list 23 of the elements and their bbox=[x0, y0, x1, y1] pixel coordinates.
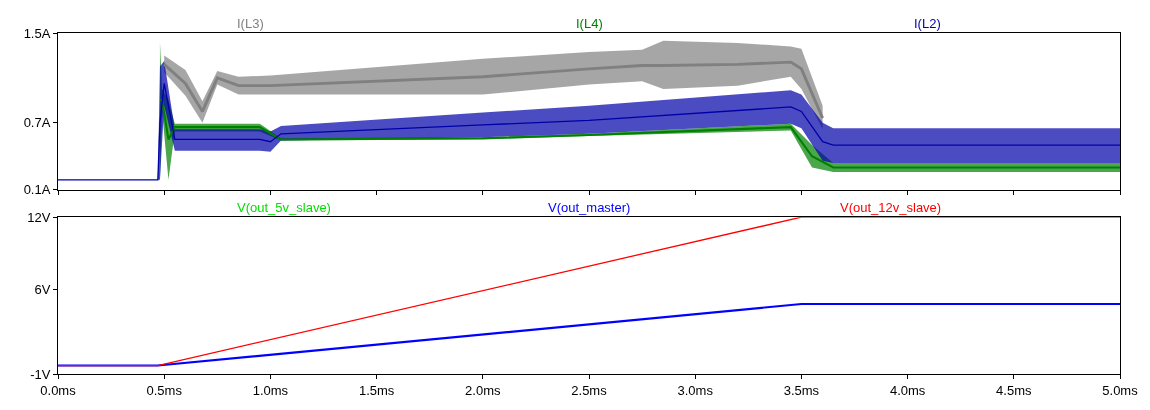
y-tick-label: 12V bbox=[27, 209, 51, 225]
x-tick-label: 5.0ms bbox=[1102, 382, 1139, 398]
x-tick-label: 2.5ms bbox=[571, 382, 608, 398]
y-tick-label: 0.1A bbox=[23, 182, 51, 198]
y-tick-label: -1V bbox=[30, 366, 51, 382]
x-tick-label: 0.5ms bbox=[146, 382, 183, 398]
x-tick-label: 3.0ms bbox=[677, 382, 714, 398]
x-tick-label: 3.5ms bbox=[783, 382, 820, 398]
y-tick-label: 6V bbox=[34, 282, 51, 298]
x-tick-label: 4.5ms bbox=[996, 382, 1032, 398]
text: V(out_master) bbox=[548, 200, 631, 215]
text: I(L2) bbox=[914, 16, 941, 31]
x-tick-label: 4.0ms bbox=[889, 382, 926, 398]
text: I(L4) bbox=[576, 16, 603, 31]
x-tick-label: 2.0ms bbox=[465, 382, 501, 398]
y-tick-label: 0.7A bbox=[23, 115, 51, 131]
x-tick-label: 1.0ms bbox=[252, 382, 289, 398]
text: I(L3) bbox=[237, 16, 264, 31]
x-tick-label: 0.0ms bbox=[40, 382, 77, 398]
x-tick-label: 1.5ms bbox=[358, 382, 395, 398]
legend-label: V(out_5v_slave) bbox=[237, 200, 331, 215]
series-label: V(out_12v_slave) bbox=[840, 200, 942, 215]
y-tick-label: 1.5A bbox=[23, 25, 51, 41]
